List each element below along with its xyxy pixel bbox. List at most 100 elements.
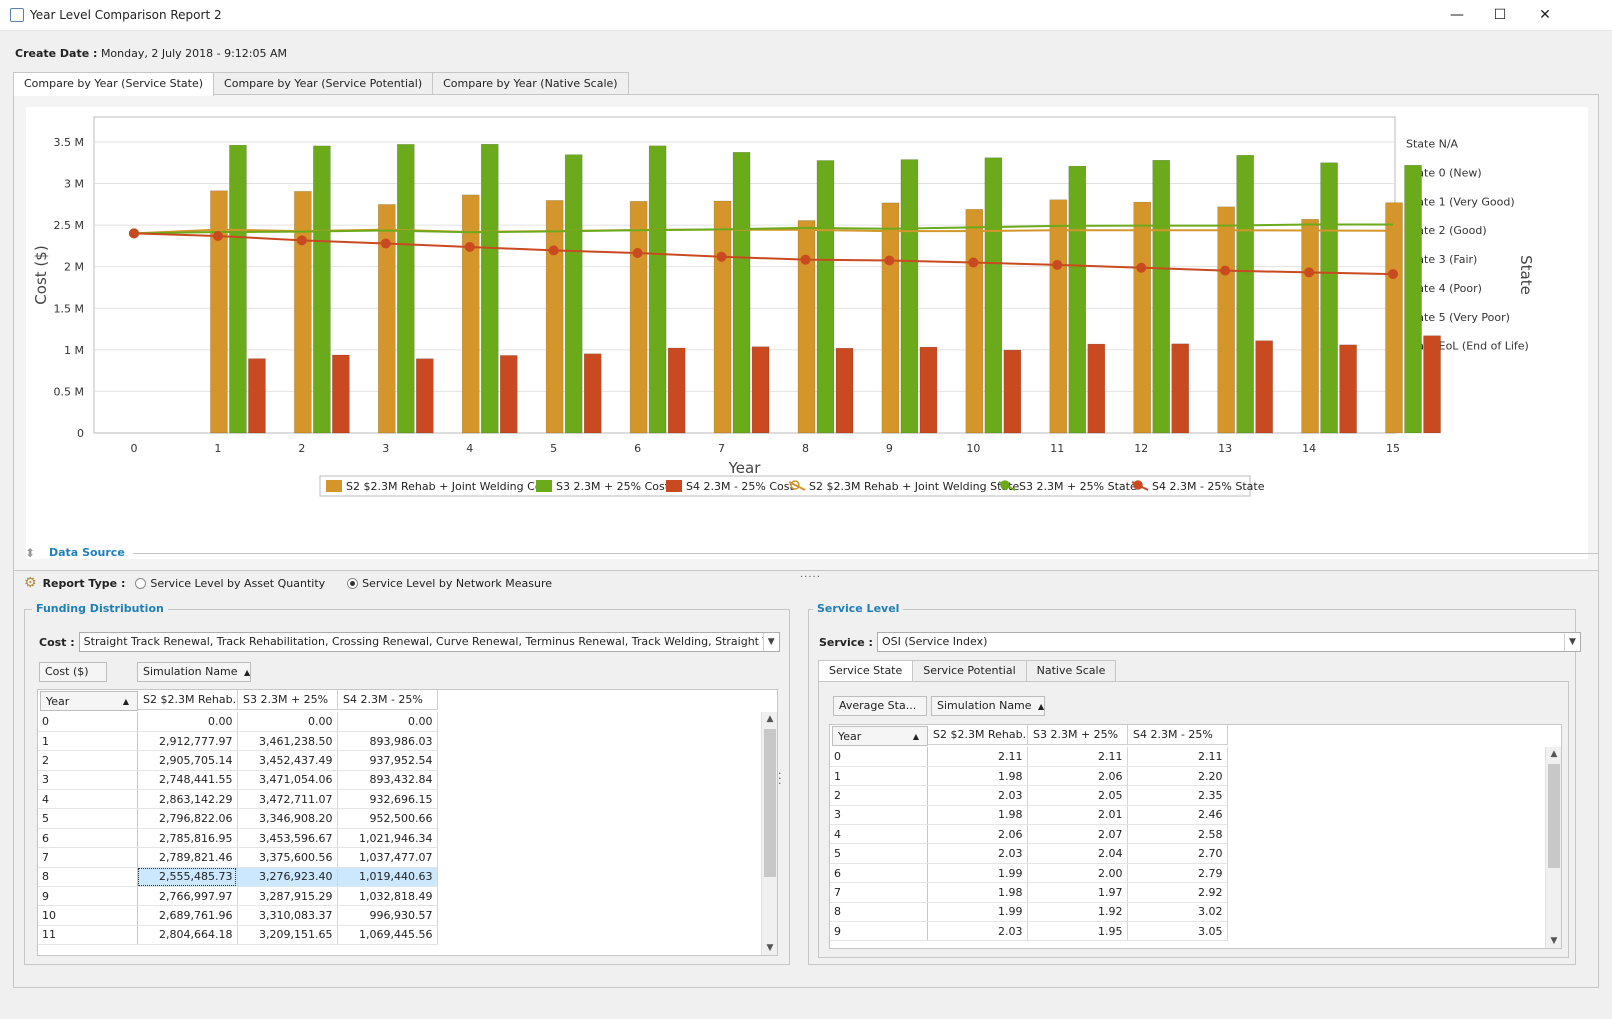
table-cell[interactable]: 893,986.03 [337, 731, 438, 752]
row-header-cell[interactable]: 10 [38, 905, 138, 926]
column-header[interactable]: S2 $2.3M Rehab... [928, 725, 1028, 745]
column-header[interactable]: S3 2.3M + 25% [238, 690, 338, 710]
table-cell[interactable]: 2.00 [1027, 863, 1128, 884]
table-row[interactable]: 5 2.03 2.04 2.70 [830, 843, 1228, 864]
table-cell[interactable]: 2.11 [927, 747, 1028, 767]
chevron-down-icon[interactable]: ▼ [762, 633, 779, 651]
row-header-cell[interactable]: 0 [38, 712, 138, 732]
table-cell[interactable]: 1.98 [927, 805, 1028, 826]
table-cell[interactable]: 1.99 [927, 902, 1028, 923]
table-cell[interactable]: 2.03 [927, 785, 1028, 806]
table-cell[interactable]: 3,453,596.67 [237, 828, 338, 849]
table-row[interactable]: 6 1.99 2.00 2.79 [830, 863, 1228, 884]
table-cell[interactable]: 1,019,440.63 [337, 867, 438, 888]
table-row[interactable]: 3 1.98 2.01 2.46 [830, 805, 1228, 826]
column-field-simulation-name[interactable]: Simulation Name ▲ [137, 662, 251, 682]
row-header-cell[interactable]: 4 [38, 789, 138, 810]
table-cell[interactable]: 2.05 [1027, 785, 1128, 806]
table-row[interactable]: 1 2,912,777.97 3,461,238.50 893,986.03 [38, 731, 438, 752]
vertical-splitter[interactable]: · · · [778, 767, 782, 790]
table-cell[interactable]: 0.00 [237, 712, 338, 732]
table-cell[interactable]: 0.00 [337, 712, 438, 732]
table-cell[interactable]: 2,863,142.29 [137, 789, 238, 810]
close-button[interactable]: ✕ [1539, 7, 1551, 23]
row-field-year[interactable]: Year ▲ [40, 691, 138, 711]
table-row[interactable]: 9 2.03 1.95 3.05 [830, 921, 1228, 942]
table-cell[interactable]: 2,689,761.96 [137, 905, 238, 926]
table-cell[interactable]: 2.11 [1127, 747, 1228, 767]
table-row[interactable]: 7 1.98 1.97 2.92 [830, 882, 1228, 903]
row-header-cell[interactable]: 8 [830, 902, 928, 923]
table-cell[interactable]: 1.98 [927, 766, 1028, 787]
table-cell[interactable]: 1,021,946.34 [337, 828, 438, 849]
table-cell[interactable]: 3,209,151.65 [237, 925, 338, 946]
chevron-down-icon[interactable]: ▼ [1563, 633, 1580, 651]
data-field-cost[interactable]: Cost ($) [39, 662, 107, 682]
tab-native-scale-grid[interactable]: Native Scale [1025, 660, 1117, 682]
row-header-cell[interactable]: 11 [38, 925, 138, 946]
table-cell[interactable]: 3,375,600.56 [237, 847, 338, 868]
radio-asset-quantity[interactable] [135, 577, 147, 589]
column-header[interactable]: S3 2.3M + 25% [1028, 725, 1128, 745]
table-cell[interactable]: 3,310,083.37 [237, 905, 338, 926]
table-cell[interactable]: 2.03 [927, 843, 1028, 864]
table-cell[interactable]: 2,748,441.55 [137, 770, 238, 791]
tab-service-state[interactable]: Compare by Year (Service State) [13, 72, 215, 96]
column-header[interactable]: S4 2.3M - 25% [1128, 725, 1228, 745]
table-cell[interactable]: 2,766,997.97 [137, 886, 238, 907]
option-asset-quantity-label[interactable]: Service Level by Asset Quantity [150, 576, 326, 590]
table-row[interactable]: 0 0.00 0.00 0.00 [38, 712, 438, 732]
table-cell[interactable]: 2.07 [1027, 824, 1128, 845]
table-cell[interactable]: 3,452,437.49 [237, 750, 338, 771]
table-cell[interactable]: 952,500.66 [337, 808, 438, 829]
table-row[interactable]: 10 2,689,761.96 3,310,083.37 996,930.57 [38, 905, 438, 926]
column-header[interactable]: S4 2.3M - 25% [338, 690, 438, 710]
data-field-average-state[interactable]: Average Sta... [833, 696, 927, 716]
table-cell[interactable]: 3.02 [1127, 902, 1228, 923]
scrollbar-thumb[interactable] [764, 729, 776, 877]
row-header-cell[interactable]: 1 [38, 731, 138, 752]
row-header-cell[interactable]: 0 [830, 747, 928, 767]
table-cell[interactable]: 2.46 [1127, 805, 1228, 826]
row-header-cell[interactable]: 4 [830, 824, 928, 845]
scrollbar-thumb[interactable] [1548, 764, 1560, 868]
column-field-simulation-name[interactable]: Simulation Name ▲ [931, 696, 1045, 716]
table-row[interactable]: 9 2,766,997.97 3,287,915.29 1,032,818.49 [38, 886, 438, 907]
horizontal-splitter[interactable]: ····· [800, 572, 821, 583]
row-header-cell[interactable]: 8 [38, 867, 138, 888]
table-row[interactable]: 2 2,905,705.14 3,452,437.49 937,952.54 [38, 750, 438, 771]
table-cell[interactable]: 2.03 [927, 921, 1028, 942]
table-cell[interactable]: 2.92 [1127, 882, 1228, 903]
table-cell[interactable]: 3,471,054.06 [237, 770, 338, 791]
row-header-cell[interactable]: 2 [38, 750, 138, 771]
table-cell[interactable]: 3,472,711.07 [237, 789, 338, 810]
table-cell[interactable]: 1,037,477.07 [337, 847, 438, 868]
table-cell[interactable]: 3.05 [1127, 921, 1228, 942]
table-cell[interactable]: 3,461,238.50 [237, 731, 338, 752]
scroll-down-icon[interactable]: ▼ [766, 943, 774, 953]
table-row[interactable]: 6 2,785,816.95 3,453,596.67 1,021,946.34 [38, 828, 438, 849]
row-header-cell[interactable]: 6 [38, 828, 138, 849]
table-cell[interactable]: 3,287,915.29 [237, 886, 338, 907]
table-row[interactable]: 3 2,748,441.55 3,471,054.06 893,432.84 [38, 770, 438, 791]
table-row[interactable]: 0 2.11 2.11 2.11 [830, 747, 1228, 767]
table-cell[interactable]: 1.98 [927, 882, 1028, 903]
table-row[interactable]: 1 1.98 2.06 2.20 [830, 766, 1228, 787]
table-cell[interactable]: 2,789,821.46 [137, 847, 238, 868]
funding-vertical-scrollbar[interactable]: ▲ ▼ [761, 712, 777, 955]
table-cell[interactable]: 1,069,445.56 [337, 925, 438, 946]
row-field-year[interactable]: Year ▲ [832, 726, 928, 746]
table-cell[interactable]: 1.95 [1027, 921, 1128, 942]
minimize-button[interactable]: — [1450, 7, 1464, 23]
row-header-cell[interactable]: 7 [38, 847, 138, 868]
table-cell[interactable]: 1.97 [1027, 882, 1128, 903]
table-cell[interactable]: 1.99 [927, 863, 1028, 884]
table-row[interactable]: 11 2,804,664.18 3,209,151.65 1,069,445.56 [38, 925, 438, 946]
table-row[interactable]: 8 2,555,485.73 3,276,923.40 1,019,440.63 [38, 867, 438, 888]
table-cell[interactable]: 1,032,818.49 [337, 886, 438, 907]
table-cell[interactable]: 2,804,664.18 [137, 925, 238, 946]
table-cell[interactable]: 2,555,485.73 [137, 867, 238, 888]
table-cell[interactable]: 2.06 [927, 824, 1028, 845]
table-row[interactable]: 2 2.03 2.05 2.35 [830, 785, 1228, 806]
row-header-cell[interactable]: 6 [830, 863, 928, 884]
